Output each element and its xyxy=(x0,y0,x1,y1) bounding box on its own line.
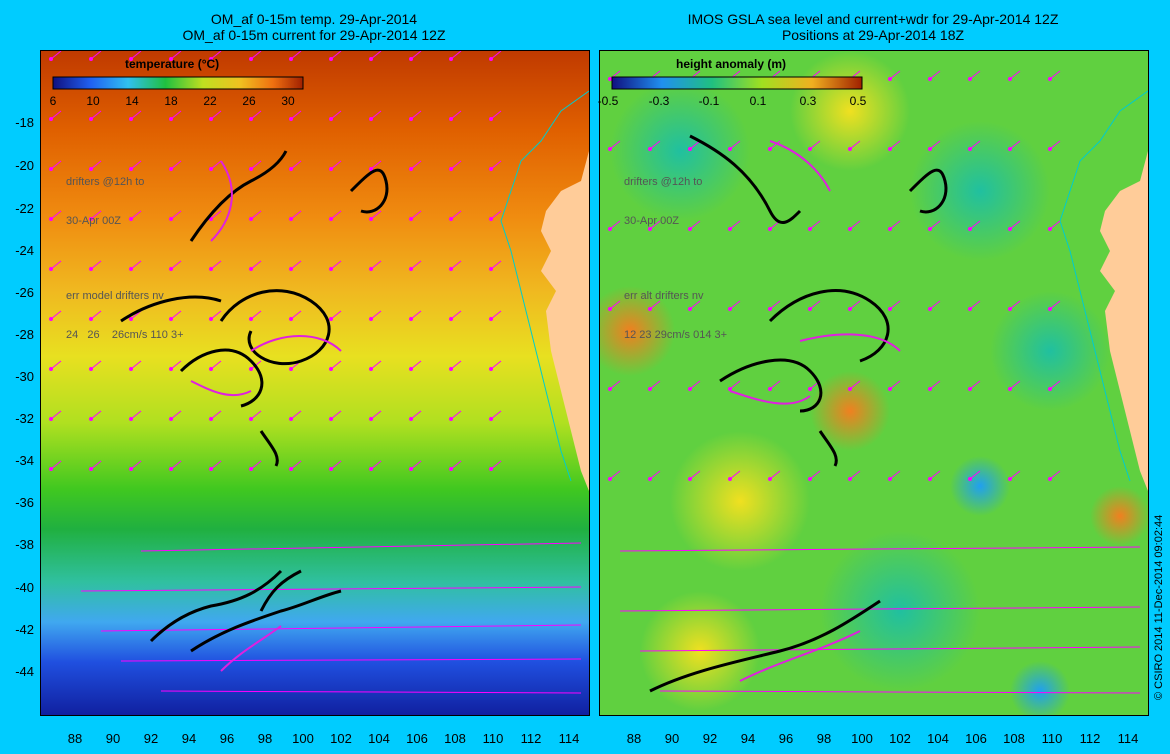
lon-tick-left: 114 xyxy=(558,731,580,746)
left-legend-line2: 30-Apr 00Z xyxy=(66,215,122,227)
left-colorbar-tick: 18 xyxy=(164,94,178,108)
lon-tick-right: 114 xyxy=(1117,731,1139,746)
lat-tick: -22 xyxy=(15,201,34,216)
lon-tick-right: 102 xyxy=(889,731,911,746)
lon-tick-right: 112 xyxy=(1079,731,1101,746)
lon-tick-left: 108 xyxy=(444,731,466,746)
right-colorbar-tick: 0.5 xyxy=(849,94,867,108)
lat-tick: -32 xyxy=(15,411,34,426)
lon-tick-right: 110 xyxy=(1041,731,1063,746)
left-colorbar-tick: 14 xyxy=(125,94,139,108)
lat-tick: -44 xyxy=(15,664,34,679)
sea-level-map-panel[interactable] xyxy=(599,50,1149,716)
left-title: OM_af 0-15m temp. 29-Apr-2014 OM_af 0-15… xyxy=(40,11,588,43)
lon-tick-left: 96 xyxy=(219,731,235,746)
lon-tick-right: 106 xyxy=(965,731,987,746)
lon-tick-right: 100 xyxy=(851,731,873,746)
left-colorbar-tick: 30 xyxy=(281,94,295,108)
lat-tick: -20 xyxy=(15,158,34,173)
lon-tick-left: 90 xyxy=(105,731,121,746)
lat-tick: -24 xyxy=(15,243,34,258)
lon-tick-left: 110 xyxy=(482,731,504,746)
left-title-line2: OM_af 0-15m current for 29-Apr-2014 12Z xyxy=(182,27,446,43)
right-legend-line4: 12 23 29cm/s 014 3+ xyxy=(624,329,728,341)
lon-tick-left: 98 xyxy=(257,731,273,746)
lat-tick: -18 xyxy=(15,115,34,130)
lat-tick: -40 xyxy=(15,580,34,595)
temperature-map xyxy=(41,51,589,715)
lon-tick-right: 92 xyxy=(702,731,718,746)
left-legend-line1: drifters @12h to xyxy=(66,176,145,188)
right-title-line2: Positions at 29-Apr-2014 18Z xyxy=(781,27,965,43)
lon-tick-left: 94 xyxy=(181,731,197,746)
left-legend-line3: err model drifters nv xyxy=(66,290,164,302)
left-colorbar-tick: 26 xyxy=(242,94,256,108)
lon-tick-left: 88 xyxy=(67,731,83,746)
right-title: IMOS GSLA sea level and current+wdr for … xyxy=(599,11,1147,43)
right-colorbar-tick: 0.3 xyxy=(799,94,817,108)
right-colorbar-tick: -0.5 xyxy=(597,94,619,108)
left-colorbar-tick: 22 xyxy=(203,94,217,108)
right-legend-line1: drifters @12h to xyxy=(624,176,703,188)
lat-tick: -34 xyxy=(15,453,34,468)
right-legend-line3: err alt drifters nv xyxy=(624,290,704,302)
drifter-tracks xyxy=(649,134,948,693)
land-mass xyxy=(541,151,589,491)
lon-tick-left: 106 xyxy=(406,731,428,746)
coastline xyxy=(1059,90,1148,482)
current-vectors xyxy=(49,51,582,694)
lon-tick-left: 102 xyxy=(330,731,352,746)
lon-tick-right: 108 xyxy=(1003,731,1025,746)
right-colorbar-tick: 0.1 xyxy=(749,94,767,108)
sea-level-map xyxy=(600,51,1148,715)
temperature-colorbar xyxy=(52,76,304,90)
height-anomaly-colorbar xyxy=(611,76,863,90)
left-legend-line4: 24 26 26cm/s 110 3+ xyxy=(66,329,184,341)
left-colorbar-tick: 6 xyxy=(49,94,57,108)
geostrophic-vectors xyxy=(608,70,1141,694)
right-colorbar-title: height anomaly (m) xyxy=(676,57,787,71)
lat-tick: -28 xyxy=(15,327,34,342)
lon-tick-left: 104 xyxy=(368,731,390,746)
lon-tick-right: 90 xyxy=(664,731,680,746)
temperature-map-panel[interactable] xyxy=(40,50,590,716)
drifter-tracks xyxy=(120,150,389,672)
lon-tick-left: 92 xyxy=(143,731,159,746)
lat-tick: -38 xyxy=(15,537,34,552)
lon-tick-right: 104 xyxy=(927,731,949,746)
lon-tick-right: 88 xyxy=(626,731,642,746)
left-title-line1: OM_af 0-15m temp. 29-Apr-2014 xyxy=(210,11,418,27)
right-colorbar-tick: -0.3 xyxy=(648,94,670,108)
left-colorbar-tick: 10 xyxy=(86,94,100,108)
right-title-line1: IMOS GSLA sea level and current+wdr for … xyxy=(687,11,1059,27)
right-legend: drifters @12h to 30-Apr 00Z err alt drif… xyxy=(624,150,727,355)
land-mass xyxy=(1100,151,1148,491)
lon-tick-right: 94 xyxy=(740,731,756,746)
right-legend-line2: 30-Apr 00Z xyxy=(624,215,680,227)
left-colorbar-title: temperature (°C) xyxy=(125,57,220,71)
lat-tick: -30 xyxy=(15,369,34,384)
left-legend: drifters @12h to 30-Apr 00Z err model dr… xyxy=(66,150,184,355)
lon-tick-left: 100 xyxy=(292,731,314,746)
coastline xyxy=(500,90,589,482)
lon-tick-left: 112 xyxy=(520,731,542,746)
lat-tick: -42 xyxy=(15,622,34,637)
lon-tick-right: 98 xyxy=(816,731,832,746)
lat-tick: -26 xyxy=(15,285,34,300)
lat-tick: -36 xyxy=(15,495,34,510)
lon-tick-right: 96 xyxy=(778,731,794,746)
right-colorbar-tick: -0.1 xyxy=(698,94,720,108)
copyright-stamp: © CSIRO 2014 11-Dec-2014 09:02:44 xyxy=(1153,514,1165,700)
